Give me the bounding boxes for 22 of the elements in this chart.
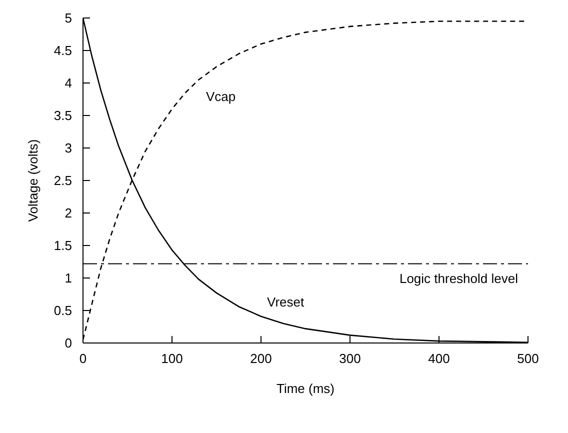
y-tick-label: 5: [64, 10, 72, 26]
series-label: Vcap: [206, 89, 236, 104]
y-tick-label: 4.5: [54, 43, 72, 58]
x-tick-label: 100: [161, 351, 183, 366]
x-tick-label: 0: [79, 351, 87, 366]
x-tick-label: 500: [517, 351, 539, 366]
series-label: Vreset: [267, 294, 304, 310]
y-tick-label: 0.5: [54, 303, 72, 318]
y-axis-title: Voltage (volts): [26, 139, 41, 222]
x-tick-label: 300: [339, 351, 361, 366]
ref-line-label: Logic threshold level: [399, 270, 518, 286]
y-tick-label: 1.5: [54, 238, 72, 254]
y-tick-label: 0: [64, 336, 72, 351]
y-tick-label: 1: [64, 270, 72, 286]
x-tick-label: 400: [428, 351, 450, 366]
y-tick-label: 3: [64, 140, 72, 156]
y-tick-label: 4: [64, 76, 72, 91]
y-tick-label: 2.5: [54, 173, 72, 188]
x-axis-title: Time (ms): [276, 381, 335, 396]
x-tick-label: 200: [250, 351, 272, 366]
y-tick-label: 2: [64, 206, 72, 221]
y-tick-label: 3.5: [54, 108, 72, 124]
